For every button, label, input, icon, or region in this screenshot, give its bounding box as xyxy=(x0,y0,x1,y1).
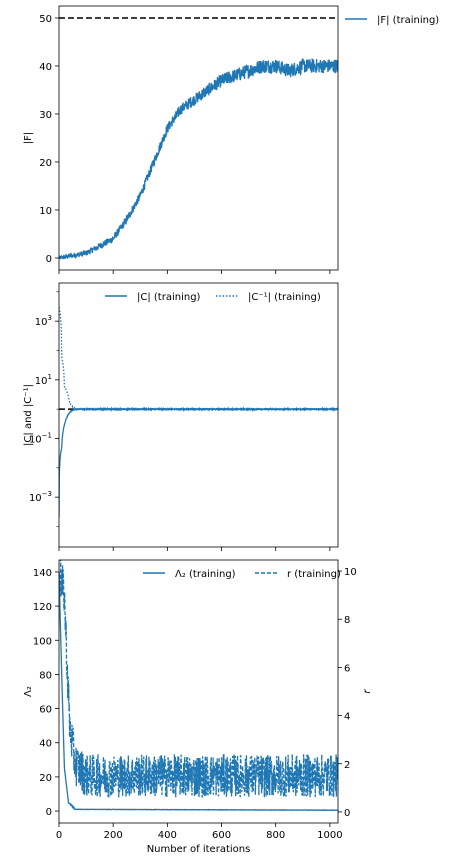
y-right-tick-label: 10 xyxy=(344,567,357,578)
plot-frame xyxy=(58,282,339,548)
y-tick-label: 40 xyxy=(39,739,52,750)
y-right-tick-label: 2 xyxy=(344,760,350,771)
series-line-2 xyxy=(59,560,338,798)
x-tick-label: 400 xyxy=(158,830,177,841)
legend: |C| (training) |C⁻¹| (training) xyxy=(105,292,321,303)
y-tick-label: 101 xyxy=(35,373,52,387)
y-right-axis-label: r xyxy=(362,689,373,694)
y-tick-label: 140 xyxy=(33,568,52,579)
plot-frame xyxy=(58,5,339,271)
y-tick-label: 103 xyxy=(35,314,52,328)
y-tick-label: 0 xyxy=(46,254,52,265)
plot-frame xyxy=(58,559,339,824)
series-line-1 xyxy=(59,571,338,812)
y-tick-label: 60 xyxy=(39,705,52,716)
legend: Λ₂ (training) r (training) xyxy=(143,569,341,580)
y-right-tick-label: 4 xyxy=(344,712,350,723)
x-axis-label: Number of iterations xyxy=(147,844,251,855)
y-tick-label: 10 xyxy=(39,206,52,217)
legend-label-2: |C⁻¹| (training) xyxy=(248,292,321,303)
y-axis-label: |F| xyxy=(23,132,34,145)
series-line-1 xyxy=(59,406,338,518)
y-tick-label: 80 xyxy=(39,670,52,681)
legend-label-1: |F| (training) xyxy=(377,15,439,26)
y-tick-label: 40 xyxy=(39,62,52,73)
y-tick-label: 10−3 xyxy=(29,490,52,504)
chart-panel-1: 0 10 20 30 40 50 |F| |F| (training) xyxy=(23,5,439,274)
legend-label-2: r (training) xyxy=(287,569,341,580)
y-tick-label: 120 xyxy=(33,602,52,613)
y-tick-label: 100 xyxy=(33,636,52,647)
chart-panel-2: 10−3 10−1 101 103 |C| and |C⁻¹| |C| (training… xyxy=(23,282,339,551)
y-tick-label: 10−1 xyxy=(29,431,52,445)
x-tick-label: 800 xyxy=(266,830,285,841)
y-right-tick-label: 0 xyxy=(344,808,350,819)
series-line-1 xyxy=(59,58,338,260)
y-axis-label: Λ₂ xyxy=(23,686,34,697)
y-axis-label: |C| and |C⁻¹| xyxy=(23,384,34,446)
x-tick-label: 200 xyxy=(104,830,123,841)
chart-panel-3: 0 200 400 600 800 100002040608010012014002468… xyxy=(23,559,373,855)
x-tick-label: 1000 xyxy=(317,830,342,841)
y-tick-label: 20 xyxy=(39,773,52,784)
y-right-tick-label: 6 xyxy=(344,663,350,674)
legend-label-1: Λ₂ (training) xyxy=(175,569,236,580)
x-tick-label: 600 xyxy=(212,830,231,841)
y-right-tick-label: 8 xyxy=(344,615,350,626)
legend: |F| (training) xyxy=(345,15,439,26)
series-line-2 xyxy=(59,307,338,412)
y-tick-label: 0 xyxy=(46,807,52,818)
y-tick-label: 20 xyxy=(39,158,52,169)
legend-label-1: |C| (training) xyxy=(137,292,201,303)
y-tick-label: 30 xyxy=(39,110,52,121)
x-tick-label: 0 xyxy=(56,830,62,841)
y-tick-label: 50 xyxy=(39,14,52,25)
